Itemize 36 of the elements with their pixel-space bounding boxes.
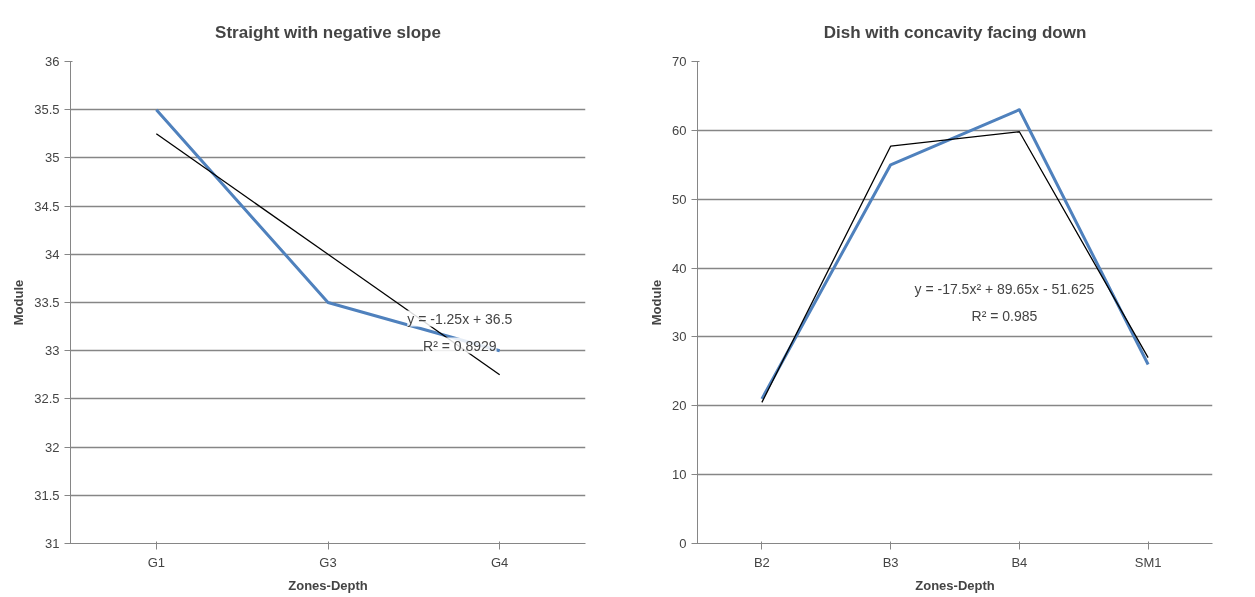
y-tick-label: 50	[672, 191, 687, 207]
x-tick-label: B3	[882, 554, 899, 570]
y-tick-label: 31.5	[34, 487, 60, 503]
y-tick-label: 32.5	[34, 391, 60, 407]
x-tick-label: B2	[753, 554, 770, 570]
y-tick-label: 40	[672, 260, 687, 276]
x-tick-label: SM1	[1134, 554, 1162, 570]
x-tick-label: G3	[319, 554, 337, 570]
annotation: y = -1.25x + 36.5	[407, 310, 513, 327]
y-tick-label: 35	[45, 150, 60, 166]
x-tick-label: B4	[1011, 554, 1028, 570]
y-tick-label: 31	[45, 536, 60, 551]
y-tick-label: 33.5	[34, 295, 60, 310]
chart-title: Straight with negative slope	[215, 22, 441, 42]
y-tick-label: 0	[679, 536, 687, 551]
y-tick-label: 34	[45, 246, 60, 262]
y-tick-label: 33	[45, 343, 60, 359]
y-axis-title: Module	[11, 279, 27, 326]
y-tick-label: 34.5	[34, 198, 60, 214]
x-axis-title: Zones-Depth	[915, 577, 995, 593]
x-tick-label: G1	[147, 554, 166, 570]
y-tick-label: 36	[45, 54, 60, 69]
y-tick-label: 32	[45, 439, 60, 455]
chart-title: Dish with concavity facing down	[823, 22, 1087, 42]
y-tick-label: 60	[672, 122, 687, 138]
y-tick-label: 10	[672, 467, 687, 483]
y-tick-label: 30	[672, 329, 687, 345]
annotation: y = -17.5x² + 89.65x - 51.625	[914, 280, 1095, 297]
x-axis-title: Zones-Depth	[288, 577, 368, 593]
y-tick-label: 20	[672, 398, 687, 414]
annotation: R² = 0.985	[971, 307, 1038, 324]
y-tick-label: 35.5	[34, 102, 60, 118]
x-tick-label: G4	[491, 554, 509, 570]
y-tick-label: 70	[672, 54, 687, 69]
annotation: R² = 0.8929	[423, 337, 497, 354]
y-axis-title: Module	[649, 279, 665, 326]
